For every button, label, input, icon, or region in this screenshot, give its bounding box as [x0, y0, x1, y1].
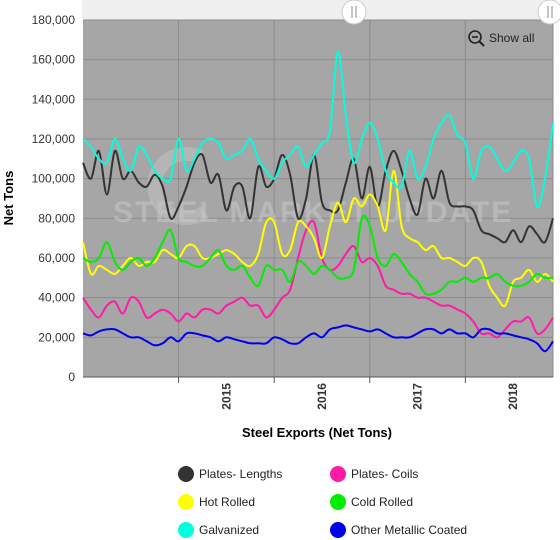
y-tick-label: 140,000	[32, 92, 76, 106]
x-tick-label: 2016	[315, 383, 329, 410]
x-tick-label: 2015	[219, 383, 233, 410]
series-line-plates-lengths[interactable]	[82, 149, 554, 244]
series-line-other-metallic-coated[interactable]	[82, 324, 554, 353]
legend-item-cold-rolled[interactable]: Cold Rolled	[330, 494, 413, 510]
show-all-label: Show all	[489, 31, 534, 45]
x-tick-label: 2018	[506, 383, 520, 410]
legend-item-galvanized[interactable]: Galvanized	[178, 522, 259, 538]
series-line-galvanized[interactable]	[82, 50, 554, 208]
y-tick-label: 40,000	[38, 291, 75, 305]
zoom-out-icon	[468, 30, 485, 47]
legend-item-other-metallic-coated[interactable]: Other Metallic Coated	[330, 522, 467, 538]
y-axis-ticks: 0 20,000 40,000 60,000 80,000 100,000 120,000 1…	[32, 13, 76, 384]
legend-swatch	[330, 466, 346, 482]
watermark-swoosh	[147, 146, 210, 225]
y-axis-title: Net Tons	[1, 171, 16, 226]
x-axis-title: Steel Exports (Net Tons)	[242, 425, 392, 440]
legend-item-plates-coils[interactable]: Plates- Coils	[330, 466, 418, 482]
legend-swatch	[330, 522, 346, 538]
plot-area	[83, 20, 553, 377]
legend-item-hot-rolled[interactable]: Hot Rolled	[178, 494, 255, 510]
grid-lines	[83, 19, 554, 378]
legend-item-plates-lengths[interactable]: Plates- Lengths	[178, 466, 282, 482]
navigator-left-handle[interactable]	[341, 0, 367, 25]
y-tick-label: 160,000	[32, 53, 76, 67]
series-line-hot-rolled[interactable]	[82, 169, 554, 308]
series-line-plates-coils[interactable]	[82, 219, 554, 339]
x-axis-ticks: 2015 2016 2017 2018	[178, 377, 520, 410]
y-tick-label: 80,000	[38, 211, 75, 225]
y-tick-label: 60,000	[38, 251, 75, 265]
series-line-cold-rolled[interactable]	[82, 214, 554, 296]
watermark: STEEL MARKET UPDATE	[113, 146, 513, 229]
legend-swatch	[330, 494, 346, 510]
legend-label: Other Metallic Coated	[351, 523, 467, 537]
navigator-right-handle[interactable]	[537, 0, 560, 25]
watermark-text: STEEL MARKET UPDATE	[113, 196, 513, 229]
legend-label: Plates- Coils	[351, 467, 418, 481]
legend-swatch	[178, 522, 194, 538]
y-tick-label: 120,000	[32, 132, 76, 146]
legend-label: Cold Rolled	[351, 495, 413, 509]
y-tick-label: 100,000	[32, 172, 76, 186]
x-tick-label: 2017	[411, 383, 425, 410]
navigator-track[interactable]	[82, 0, 556, 20]
legend-swatch	[178, 494, 194, 510]
y-tick-label: 0	[68, 370, 75, 384]
legend-swatch	[178, 466, 194, 482]
legend-label: Galvanized	[199, 523, 259, 537]
legend-label: Plates- Lengths	[199, 467, 282, 481]
show-all-button[interactable]: Show all	[468, 30, 534, 47]
y-tick-label: 180,000	[32, 13, 76, 27]
legend: Plates- Lengths Plates- Coils Hot Rolled Co…	[178, 466, 467, 538]
series-layer	[82, 50, 554, 353]
y-tick-label: 20,000	[38, 330, 75, 344]
legend-label: Hot Rolled	[199, 495, 255, 509]
